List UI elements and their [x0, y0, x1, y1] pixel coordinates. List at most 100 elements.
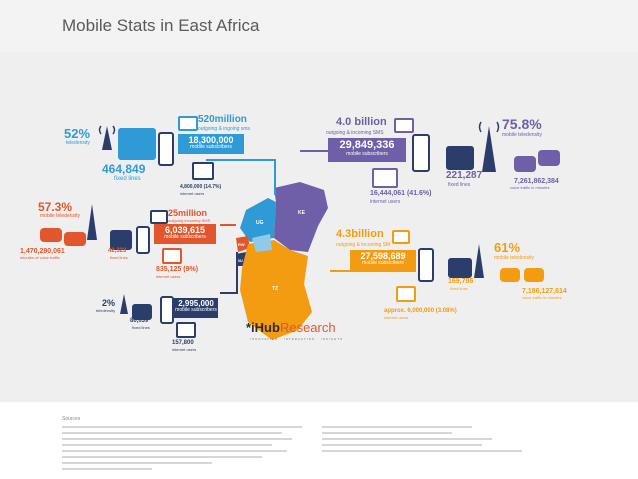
source-line — [322, 432, 452, 434]
uganda-fixed-lines-label: fixed lines — [114, 176, 141, 182]
telephone-icon — [446, 146, 474, 170]
burundi-fixed-lines-label: fixed lines — [132, 325, 150, 330]
speech-bubble-icon — [64, 232, 86, 246]
tanzania-subscribers-box: 27,598,689 mobile subscribers — [350, 250, 416, 272]
tanzania-subscribers-label: mobile subscribers — [362, 260, 404, 267]
infographic: UG KE RW BU TZ 52% teledensity 464,849 f… — [0, 52, 638, 402]
sources-footer: Sources — [0, 402, 638, 479]
page-title: Mobile Stats in East Africa — [62, 16, 260, 35]
kenya-sms-label: outgoing & incoming SMS — [326, 130, 384, 136]
tanzania-internet-label: internet users — [384, 315, 409, 320]
uganda-code: UG — [256, 220, 264, 226]
uganda-teledensity-pct: 52% — [64, 126, 91, 141]
uganda-sms-label: outgoing & ingoing sms — [198, 126, 250, 132]
logo-research: Research — [279, 320, 336, 335]
rwanda-sms-label: outgoing incoming SMS — [168, 218, 211, 223]
logo-hub: Hub — [254, 320, 280, 335]
uganda-sms: 520million — [198, 114, 247, 125]
rwanda-subscribers-label: mobile subscribers — [164, 234, 206, 241]
speech-bubble-icon — [40, 228, 62, 242]
sources-label: Sources — [62, 416, 81, 422]
tanzania-teledensity-pct: 61% — [494, 240, 521, 255]
kenya-code: KE — [298, 210, 306, 216]
telephone-icon — [118, 128, 156, 160]
mobile-phone-icon — [136, 226, 150, 254]
sms-envelope-icon — [178, 116, 198, 131]
kenya-connector — [300, 150, 330, 152]
kenya-internet: 16,444,061 (41.6%) — [370, 190, 432, 197]
uganda-region — [240, 198, 276, 242]
rwanda-voice: 1,470,290,061 — [20, 248, 65, 255]
internet-at-icon — [372, 168, 398, 188]
telephone-icon — [110, 230, 132, 250]
burundi-teledensity-pct: 2% — [102, 298, 116, 308]
source-line — [322, 444, 482, 446]
uganda-subscribers-box: 18,300,000 mobile subscribers — [178, 134, 244, 154]
tanzania-sms: 4.3billion — [336, 228, 384, 240]
rwanda-fixed-lines: 42,323 — [108, 248, 127, 254]
mobile-phone-icon — [412, 134, 430, 172]
rwanda-teledensity-pct: 57.3% — [38, 200, 73, 214]
burundi-internet: 157,800 — [172, 340, 194, 346]
kenya-teledensity-label: mobile teledensity — [502, 132, 543, 138]
tanzania-fixed-lines: 169,786 — [448, 278, 474, 285]
source-line — [62, 438, 292, 440]
kenya-subscribers-label: mobile subscribers — [346, 150, 388, 157]
kenya-teledensity-pct: 75.8% — [502, 116, 542, 132]
uganda-fixed-lines: 464,849 — [102, 162, 146, 176]
tanzania-voice-label: voice traffic in minutes — [522, 295, 562, 300]
rwanda-subscribers-box: 6,039,615 mobile subscribers — [154, 224, 216, 244]
kenya-fixed-lines-label: fixed lines — [448, 182, 471, 188]
rwanda-internet: 835,125 (9%) — [156, 266, 199, 273]
source-line — [62, 426, 302, 428]
sms-envelope-icon — [392, 230, 410, 244]
burundi-teledensity-label: teledensity — [96, 308, 116, 313]
speech-bubble-icon — [514, 156, 536, 172]
tanzania-internet: approx. 6,000,000 (3.08%) — [384, 308, 457, 314]
telephone-icon — [448, 258, 472, 278]
tanzania-voice: 7,186,127,614 — [522, 288, 567, 295]
tanzania-subscribers: 27,598,689 — [360, 251, 406, 261]
source-line — [322, 426, 472, 428]
uganda-subscribers-label: mobile subscribers — [190, 144, 232, 151]
mobile-phone-icon — [160, 296, 174, 324]
kenya-voice-label: voice traffic in minutes — [510, 185, 550, 190]
internet-at-icon — [192, 162, 214, 180]
source-line — [322, 450, 522, 452]
tower-icon — [478, 121, 500, 172]
tower-icon — [87, 204, 97, 240]
source-line — [322, 438, 492, 440]
logo-prefix: *i — [246, 320, 255, 335]
rwanda-fixed-lines-label: fixed lines — [110, 255, 128, 260]
tanzania-fixed-lines-label: fixed lines — [450, 286, 468, 291]
kenya-region — [274, 182, 328, 252]
speech-bubble-icon — [500, 268, 520, 282]
source-line — [62, 432, 282, 434]
uganda-teledensity-label: teledensity — [66, 140, 90, 146]
tanzania-sms-label: outgoing & incoming SM — [336, 242, 391, 248]
tower-icon — [98, 125, 116, 150]
uganda-internet: 4,800,000 (14.7%) — [180, 184, 222, 190]
burundi-connector — [220, 292, 238, 294]
burundi-connector-v — [236, 252, 238, 294]
tanzania-code: TZ — [272, 286, 278, 292]
internet-at-icon — [162, 248, 182, 264]
header: Mobile Stats in East Africa — [0, 0, 638, 52]
telephone-icon — [132, 304, 152, 320]
internet-at-icon — [176, 322, 196, 338]
burundi-code: BU — [237, 258, 243, 263]
uganda-subscribers: 18,300,000 — [188, 135, 234, 145]
tanzania-teledensity-label: mobile teledensity — [494, 255, 535, 261]
kenya-sms: 4.0 billion — [336, 116, 387, 128]
source-line — [62, 456, 262, 458]
kenya-fixed-lines: 221,287 — [446, 170, 483, 181]
source-line — [62, 444, 272, 446]
tower-icon — [474, 244, 484, 278]
uganda-connector — [206, 159, 276, 161]
tanzania-region — [240, 240, 312, 340]
internet-at-icon — [396, 286, 416, 302]
mobile-phone-icon — [418, 248, 434, 282]
rwanda-voice-label: minutes of voice traffic — [20, 255, 60, 260]
ihub-research-logo: *iHubResearch — [246, 320, 336, 335]
rwanda-connector — [220, 224, 236, 226]
